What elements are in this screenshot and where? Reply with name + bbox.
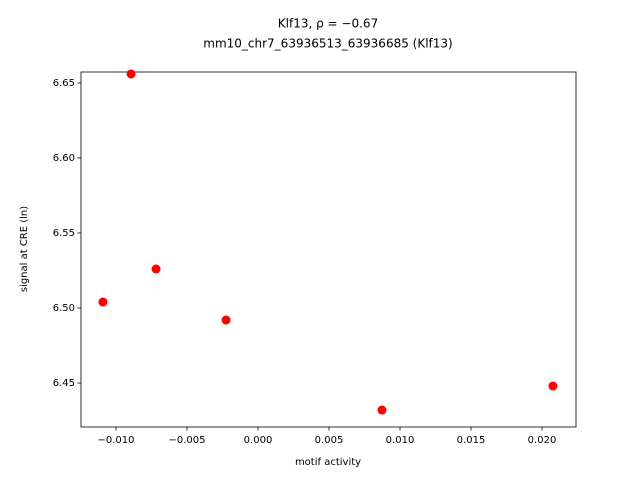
- chart-title: Klf13, ρ = −0.67: [278, 17, 378, 31]
- x-tick-label: 0.005: [315, 435, 344, 446]
- x-tick-label: 0.020: [528, 435, 557, 446]
- y-tick-label: 6.45: [53, 378, 75, 389]
- x-tick-label: 0.000: [244, 435, 273, 446]
- x-axis-label: motif activity: [295, 457, 361, 468]
- point: [377, 405, 387, 415]
- y-tick-label: 6.50: [53, 303, 75, 314]
- x-tick-label: 0.010: [386, 435, 415, 446]
- y-tick-label: 6.55: [53, 228, 75, 239]
- chart-subtitle: mm10_chr7_63936513_63936685 (Klf13): [203, 37, 452, 51]
- y-tick-label: 6.65: [53, 78, 75, 89]
- point: [548, 381, 558, 391]
- point: [126, 69, 136, 79]
- point: [151, 264, 161, 274]
- plot-frame: [80, 71, 577, 428]
- point: [221, 315, 231, 325]
- y-axis-label: signal at CRE (ln): [19, 206, 30, 292]
- point: [98, 297, 108, 307]
- x-tick-label: 0.015: [457, 435, 486, 446]
- y-tick-label: 6.60: [53, 153, 75, 164]
- x-tick-label: −0.010: [97, 435, 134, 446]
- x-tick-label: −0.005: [168, 435, 205, 446]
